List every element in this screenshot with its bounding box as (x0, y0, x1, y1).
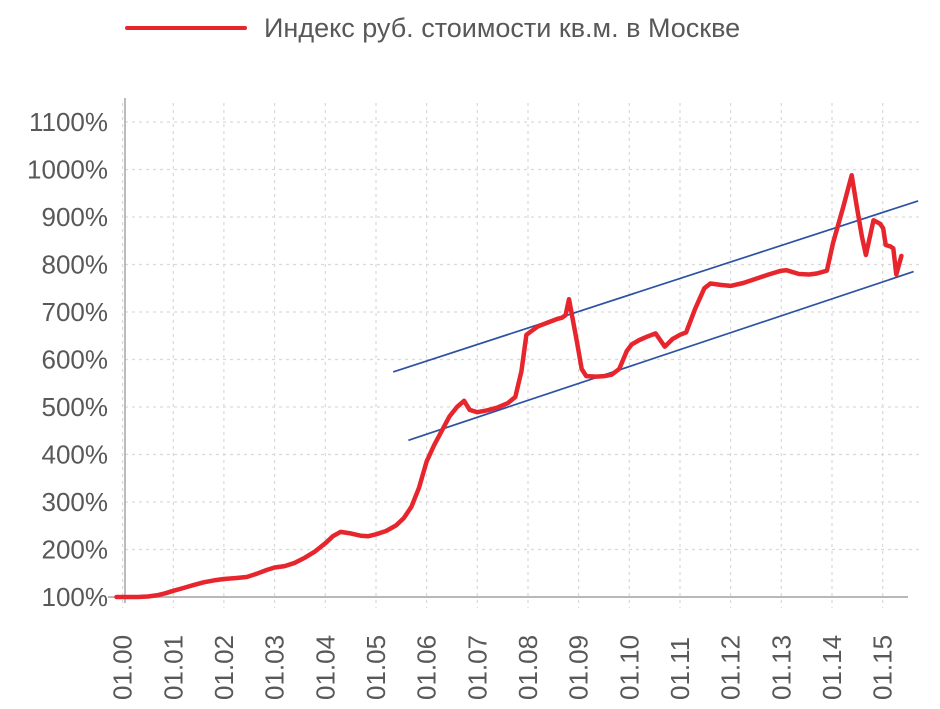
x-tick-label: 01.12 (716, 635, 746, 700)
legend: Индекс руб. стоимости кв.м. в Москве (125, 13, 740, 43)
y-tick-label: 400% (42, 440, 109, 470)
x-tick-label: 01.05 (361, 635, 391, 700)
x-tick-label: 01.14 (817, 635, 847, 700)
x-tick-label: 01.13 (766, 635, 796, 700)
x-tick-label: 01.03 (260, 635, 290, 700)
y-tick-label: 200% (42, 535, 109, 565)
y-tick-label: 900% (42, 202, 109, 232)
x-tick-label: 01.15 (868, 635, 898, 700)
x-tick-label: 01.01 (158, 635, 188, 700)
axes (108, 98, 908, 603)
y-tick-label: 700% (42, 297, 109, 327)
y-tick-label: 1100% (29, 107, 108, 137)
x-axis-labels: 01.00 01.01 01.02 01.03 01.04 01.05 01.06 01.07… (108, 635, 898, 700)
legend-line-swatch (125, 26, 247, 30)
price-index-line (114, 172, 904, 600)
x-tick-label: 01.06 (412, 635, 442, 700)
trend-channel-lower-line (408, 270, 914, 442)
y-tick-label: 300% (42, 487, 109, 517)
legend-label: Индекс руб. стоимости кв.м. в Москве (264, 13, 741, 43)
x-tick-label: 01.04 (310, 635, 340, 700)
x-tick-label: 01.08 (513, 635, 543, 700)
x-tick-label: 01.09 (564, 635, 594, 700)
x-tick-label: 01.07 (462, 635, 492, 700)
y-tick-label: 600% (42, 345, 109, 375)
y-tick-label: 1000% (27, 155, 108, 185)
y-axis-labels: 1100% 1000% 900% 800% 700% 600% 500% 400% 300% 20… (27, 107, 108, 612)
y-tick-label: 500% (42, 392, 109, 422)
trend-channel-upper-line (392, 200, 919, 373)
x-tick-label: 01.02 (209, 635, 239, 700)
x-tick-label: 01.00 (108, 635, 138, 700)
x-tick-label: 01.10 (614, 635, 644, 700)
y-tick-label: 100% (42, 582, 109, 612)
y-tick-label: 800% (42, 250, 109, 280)
x-tick-label: 01.11 (665, 637, 695, 700)
